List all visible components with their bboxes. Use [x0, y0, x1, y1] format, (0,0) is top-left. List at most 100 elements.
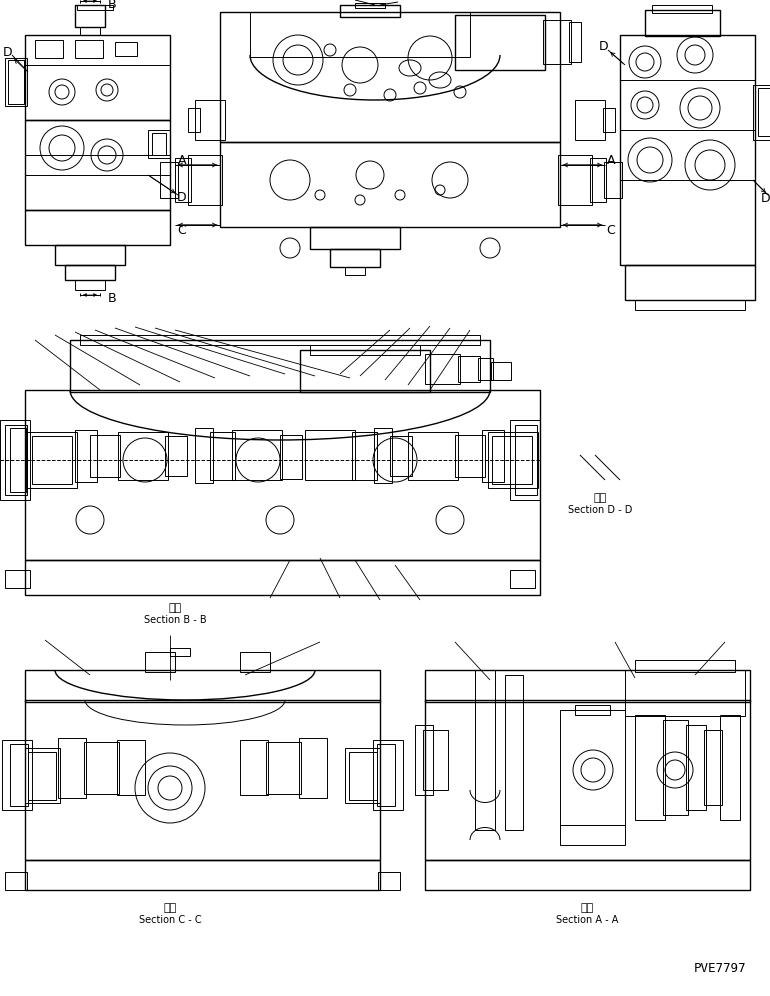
Bar [345, 267, 365, 275]
Bar [27, 432, 77, 488]
Bar [28, 752, 56, 800]
Bar [65, 265, 115, 280]
Bar [515, 425, 537, 495]
Bar [377, 744, 395, 806]
Bar [250, 12, 470, 57]
Bar [340, 5, 400, 17]
Bar [355, 3, 385, 8]
Bar [560, 710, 625, 825]
Bar [625, 265, 755, 300]
Bar [148, 130, 170, 158]
Bar [345, 748, 380, 803]
Bar [188, 155, 222, 205]
Bar [77, 5, 113, 10]
Bar [652, 5, 712, 13]
Bar [195, 100, 225, 140]
Bar [280, 435, 302, 479]
Bar [425, 700, 750, 860]
Bar [305, 430, 355, 480]
Bar [84, 742, 119, 794]
Text: C: C [178, 223, 186, 236]
Bar [753, 85, 770, 140]
Bar [5, 872, 27, 890]
Bar [635, 715, 665, 820]
Bar [408, 432, 458, 480]
Bar [478, 358, 493, 380]
Bar [425, 354, 460, 384]
Bar [330, 249, 380, 267]
Bar [663, 720, 688, 815]
Text: 断面: 断面 [594, 493, 607, 503]
Bar [160, 162, 178, 198]
Bar [558, 155, 592, 205]
Bar [491, 362, 511, 380]
Bar [25, 860, 380, 890]
Bar [704, 730, 722, 805]
Bar [115, 42, 137, 56]
Bar [349, 752, 377, 800]
Bar [25, 120, 170, 210]
Bar [300, 350, 430, 392]
Bar [145, 652, 175, 672]
Bar [492, 436, 532, 484]
Bar [118, 432, 168, 480]
Bar [25, 560, 540, 595]
Bar [75, 280, 105, 290]
Bar [8, 60, 24, 104]
Text: D: D [599, 40, 609, 53]
Bar [58, 738, 86, 798]
Bar [543, 20, 571, 64]
Bar [5, 58, 27, 106]
Text: C: C [607, 223, 615, 236]
Text: B: B [108, 0, 116, 11]
Bar [25, 748, 60, 803]
Bar [425, 860, 750, 890]
Bar [25, 700, 380, 860]
Bar [35, 40, 63, 58]
Bar [175, 158, 191, 202]
Bar [220, 12, 560, 142]
Text: 断面: 断面 [581, 903, 594, 913]
Bar [240, 652, 270, 672]
Bar [5, 570, 30, 588]
Bar [188, 108, 200, 132]
Bar [266, 742, 301, 794]
Text: Section A - A: Section A - A [556, 915, 618, 925]
Bar [425, 670, 750, 702]
Bar [232, 430, 282, 480]
Bar [299, 738, 327, 798]
Bar [415, 725, 433, 795]
Bar [560, 825, 625, 845]
Text: A: A [607, 153, 615, 166]
Bar [165, 436, 187, 476]
Text: 断面: 断面 [169, 603, 182, 613]
Bar [488, 432, 538, 488]
Bar [75, 430, 97, 482]
Text: D: D [761, 191, 770, 204]
Bar [620, 35, 755, 265]
Bar [210, 432, 235, 480]
Bar [10, 428, 26, 492]
Bar [310, 345, 420, 355]
Text: D: D [177, 190, 187, 203]
Bar [170, 648, 190, 656]
Bar [25, 390, 540, 560]
Bar [758, 88, 770, 136]
Bar [220, 142, 560, 227]
Bar [117, 740, 145, 795]
Bar [80, 335, 480, 345]
Bar [482, 430, 504, 482]
Bar [373, 740, 403, 810]
Bar [603, 108, 615, 132]
Bar [590, 158, 606, 202]
Bar [310, 227, 400, 249]
Bar [635, 300, 745, 310]
Bar [645, 10, 720, 36]
Bar [475, 670, 495, 830]
Bar [352, 432, 377, 480]
Bar [70, 340, 490, 392]
Bar [80, 27, 100, 35]
Bar [32, 436, 72, 484]
Bar [10, 744, 28, 806]
Text: B: B [108, 292, 116, 305]
